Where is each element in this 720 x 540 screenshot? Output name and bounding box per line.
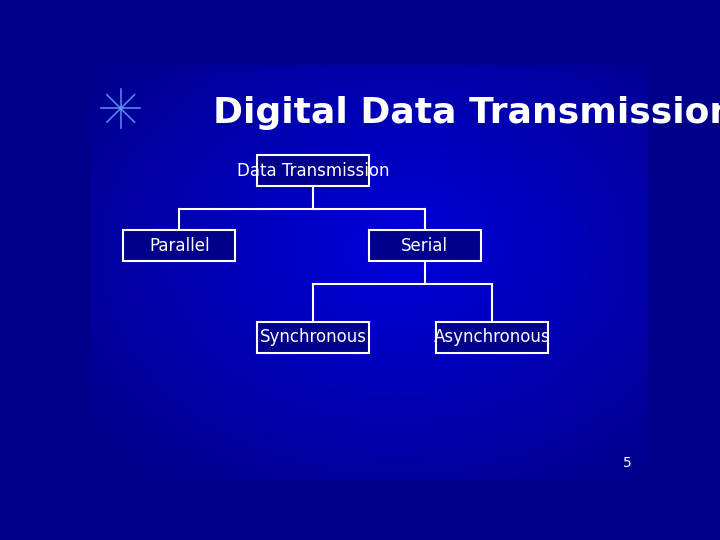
FancyBboxPatch shape [124, 230, 235, 261]
FancyBboxPatch shape [258, 155, 369, 186]
FancyBboxPatch shape [369, 230, 481, 261]
FancyBboxPatch shape [436, 321, 548, 353]
Text: Synchronous: Synchronous [260, 328, 366, 346]
Text: Serial: Serial [401, 237, 449, 255]
Text: Data Transmission: Data Transmission [237, 162, 390, 180]
FancyBboxPatch shape [258, 321, 369, 353]
Text: Parallel: Parallel [149, 237, 210, 255]
Text: Asynchronous: Asynchronous [433, 328, 550, 346]
Text: 5: 5 [623, 456, 631, 470]
Text: Digital Data Transmission: Digital Data Transmission [213, 96, 720, 130]
